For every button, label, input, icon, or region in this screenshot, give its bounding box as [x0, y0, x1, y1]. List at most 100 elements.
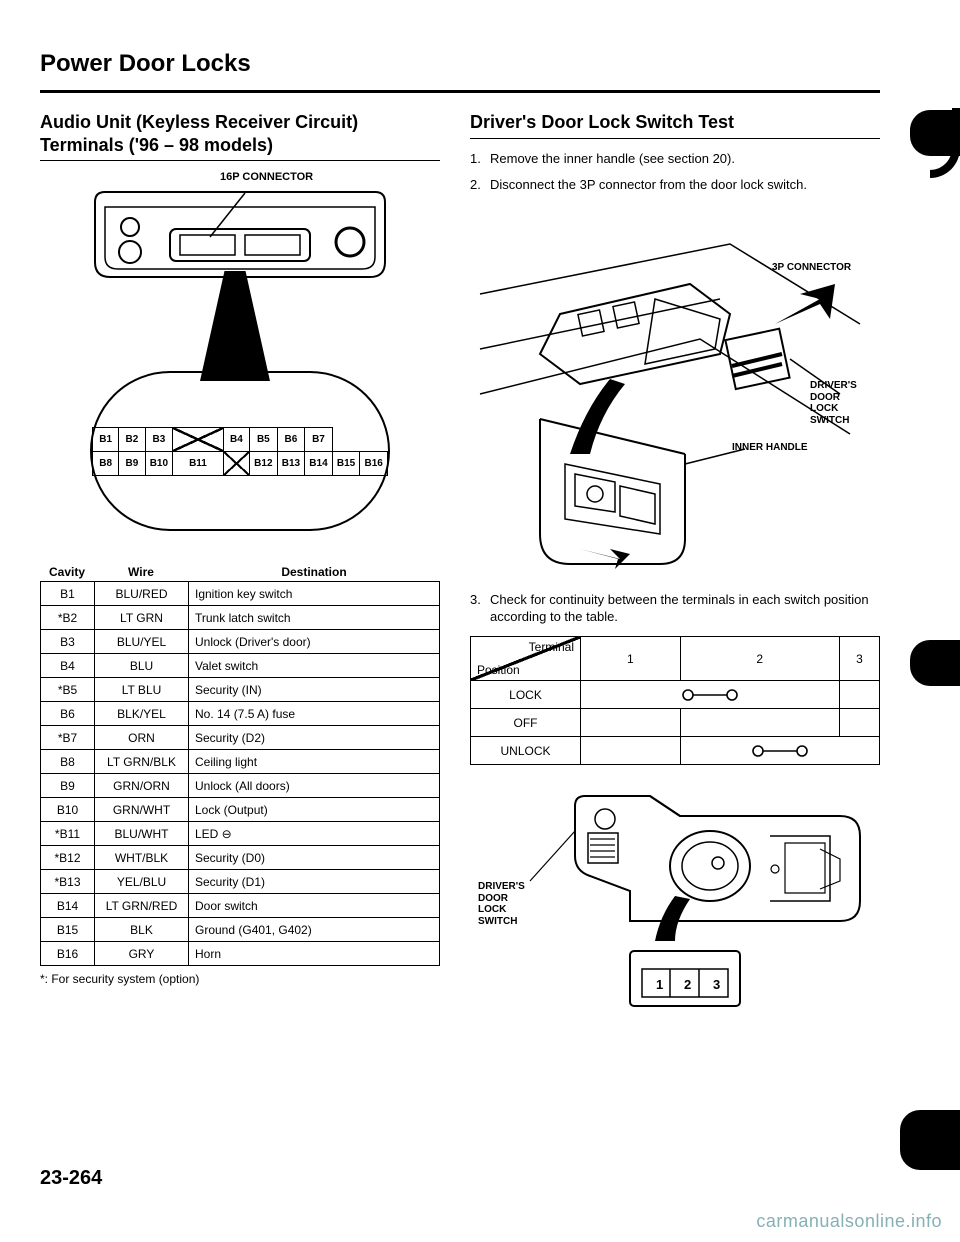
rule-right	[470, 138, 880, 139]
cell-destination: Horn	[189, 942, 440, 966]
pin-b15: B15	[332, 451, 360, 475]
cell-cavity: B15	[41, 918, 95, 942]
cell-wire: BLK/YEL	[95, 702, 189, 726]
table-row: *B7ORNSecurity (D2)	[41, 726, 440, 750]
cont-cell	[581, 737, 681, 765]
table-row: B16GRYHorn	[41, 942, 440, 966]
cell-destination: Ceiling light	[189, 750, 440, 774]
pin-b4: B4	[223, 427, 249, 451]
cont-col-2: 2	[680, 637, 839, 681]
cont-cell	[581, 709, 681, 737]
cell-wire: WHT/BLK	[95, 846, 189, 870]
cell-destination: Ignition key switch	[189, 582, 440, 606]
cell-wire: BLK	[95, 918, 189, 942]
page-title: Power Door Locks	[40, 50, 880, 78]
cell-cavity: B8	[41, 750, 95, 774]
cell-destination: Security (IN)	[189, 678, 440, 702]
cell-cavity: *B5	[41, 678, 95, 702]
table-row: B15BLKGround (G401, G402)	[41, 918, 440, 942]
cell-cavity: B9	[41, 774, 95, 798]
table-row: B1BLU/REDIgnition key switch	[41, 582, 440, 606]
table-row: B3BLU/YELUnlock (Driver's door)	[41, 630, 440, 654]
pin-b9: B9	[119, 451, 145, 475]
cont-col-3: 3	[839, 637, 879, 681]
step-1-text: Remove the inner handle (see section 20)…	[490, 151, 880, 168]
cell-wire: BLU/YEL	[95, 630, 189, 654]
thumb-tab-bot	[900, 1110, 960, 1170]
rule-left	[40, 160, 440, 161]
label-inner-handle: INNER HANDLE	[732, 442, 808, 454]
cell-cavity: *B13	[41, 870, 95, 894]
cont-cell	[680, 737, 879, 765]
continuity-table: Terminal Position 1 2 3 LOCKOFFUNLOCK	[470, 636, 880, 765]
connector-figure: 16P CONNECTOR	[60, 171, 420, 551]
pin-b2: B2	[119, 427, 145, 451]
cell-cavity: B4	[41, 654, 95, 678]
cell-cavity: B6	[41, 702, 95, 726]
cell-cavity: B3	[41, 630, 95, 654]
pin-b13: B13	[277, 451, 305, 475]
cell-cavity: *B12	[41, 846, 95, 870]
page-number: 23-264	[40, 1167, 102, 1190]
cont-cell	[839, 681, 879, 709]
cont-axis-cell: Terminal Position	[471, 637, 581, 681]
cell-destination: Security (D0)	[189, 846, 440, 870]
switch-figure: 1 2 3 DRIVER'S DOOR LOCK SWITCH	[470, 781, 870, 1021]
step-1: 1. Remove the inner handle (see section …	[470, 151, 880, 168]
table-row: LOCK	[471, 681, 880, 709]
label-driver-switch: DRIVER'S DOOR LOCK SWITCH	[810, 380, 857, 426]
step-3: 3. Check for continuity between the term…	[470, 592, 880, 626]
cell-wire: LT GRN/BLK	[95, 750, 189, 774]
watermark: carmanualsonline.info	[756, 1211, 942, 1232]
step-1-num: 1.	[470, 151, 490, 168]
cont-axis-left: Position	[477, 663, 520, 677]
cell-cavity: B14	[41, 894, 95, 918]
cont-cell	[680, 709, 839, 737]
cell-cavity: B1	[41, 582, 95, 606]
table-row: *B11BLU/WHTLED ⊖	[41, 822, 440, 846]
thumb-tab-mid	[910, 640, 960, 686]
table-row: B6BLK/YELNo. 14 (7.5 A) fuse	[41, 702, 440, 726]
switch-pin-1: 1	[656, 977, 663, 992]
cell-destination: Security (D1)	[189, 870, 440, 894]
pin-grid: B1 B2 B3 B4 B5 B6 B7 B8 B9 B10	[92, 427, 388, 476]
cell-destination: LED ⊖	[189, 822, 440, 846]
cont-col-1: 1	[581, 637, 681, 681]
cell-destination: Lock (Output)	[189, 798, 440, 822]
pin-b6: B6	[277, 427, 305, 451]
cell-destination: No. 14 (7.5 A) fuse	[189, 702, 440, 726]
table-row: B14LT GRN/REDDoor switch	[41, 894, 440, 918]
label-driver-switch-2: DRIVER'S DOOR LOCK SWITCH	[478, 881, 525, 927]
step-2-text: Disconnect the 3P connector from the doo…	[490, 177, 880, 194]
cell-cavity: B16	[41, 942, 95, 966]
cell-wire: BLU/WHT	[95, 822, 189, 846]
cell-destination: Valet switch	[189, 654, 440, 678]
cell-wire: BLU	[95, 654, 189, 678]
cell-cavity: *B2	[41, 606, 95, 630]
pin-b1: B1	[93, 427, 119, 451]
cable-icon	[200, 271, 270, 381]
table-row: *B13YEL/BLUSecurity (D1)	[41, 870, 440, 894]
cont-row-label: LOCK	[471, 681, 581, 709]
wire-table: B1BLU/REDIgnition key switch*B2LT GRNTru…	[40, 581, 440, 966]
hdr-destination: Destination	[188, 565, 440, 579]
connector-body-icon	[90, 187, 390, 277]
switch-pin-3: 3	[713, 977, 720, 992]
table-row: B9GRN/ORNUnlock (All doors)	[41, 774, 440, 798]
pin-blank-top	[173, 427, 224, 451]
pin-b8: B8	[93, 451, 119, 475]
switch-pin-2: 2	[684, 977, 691, 992]
step-2-num: 2.	[470, 177, 490, 194]
pin-b16: B16	[360, 451, 388, 475]
cell-wire: GRN/ORN	[95, 774, 189, 798]
cell-destination: Unlock (Driver's door)	[189, 630, 440, 654]
step-3-num: 3.	[470, 592, 490, 626]
pin-b10: B10	[145, 451, 173, 475]
cell-destination: Unlock (All doors)	[189, 774, 440, 798]
cont-row-label: OFF	[471, 709, 581, 737]
connector-label: 16P CONNECTOR	[220, 171, 313, 183]
hdr-wire: Wire	[94, 565, 188, 579]
wire-table-header: Cavity Wire Destination	[40, 565, 440, 579]
hdr-cavity: Cavity	[40, 565, 94, 579]
cell-destination: Security (D2)	[189, 726, 440, 750]
